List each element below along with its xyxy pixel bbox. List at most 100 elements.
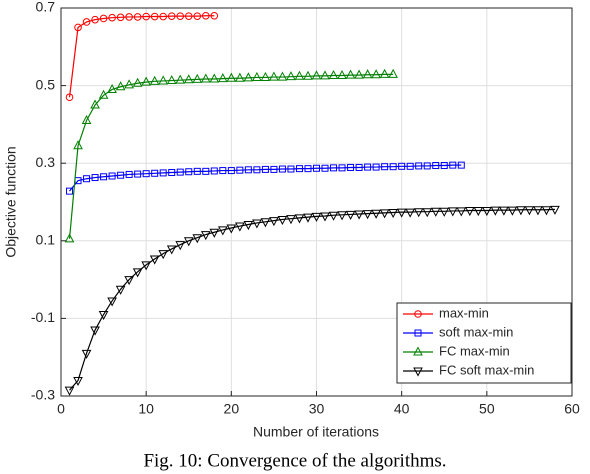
marker — [193, 167, 201, 175]
marker — [81, 114, 92, 125]
marker — [108, 172, 116, 180]
marker — [235, 72, 245, 82]
marker — [107, 83, 117, 93]
marker — [117, 171, 125, 179]
marker — [124, 79, 134, 89]
marker — [328, 69, 339, 80]
marker — [294, 214, 305, 224]
marker — [260, 218, 271, 228]
marker — [413, 367, 423, 377]
marker — [415, 162, 423, 170]
marker — [82, 18, 91, 26]
marker — [422, 208, 433, 218]
marker — [295, 165, 303, 173]
marker — [430, 207, 441, 217]
marker — [183, 74, 194, 84]
marker — [159, 169, 167, 177]
marker — [524, 206, 535, 216]
marker — [166, 245, 177, 255]
x-tick-label: 60 — [564, 401, 580, 417]
marker — [379, 209, 390, 219]
marker — [132, 77, 143, 87]
marker — [388, 208, 398, 219]
marker — [533, 206, 543, 216]
marker — [175, 74, 186, 84]
marker — [99, 14, 108, 23]
legend: max-min soft max-min FC max-min FC soft max… — [396, 302, 572, 384]
x-tick-label: 20 — [224, 401, 240, 417]
legend-label: FC max-min — [439, 343, 510, 358]
marker — [243, 221, 254, 231]
marker — [151, 169, 159, 177]
marker — [355, 163, 363, 171]
marker — [236, 166, 244, 174]
marker — [125, 170, 133, 178]
marker — [413, 346, 423, 356]
marker — [464, 207, 475, 217]
marker — [201, 11, 210, 20]
marker — [473, 207, 484, 217]
marker — [83, 175, 91, 183]
marker — [166, 74, 177, 85]
y-axis-label: Objective function — [3, 146, 19, 257]
marker — [389, 163, 397, 171]
marker — [406, 162, 414, 170]
marker — [183, 237, 194, 247]
marker — [338, 164, 346, 172]
marker — [65, 93, 74, 102]
marker — [175, 241, 186, 251]
marker — [328, 211, 339, 221]
marker — [184, 12, 193, 20]
y-tick-label: 0.7 — [36, 0, 56, 15]
marker — [364, 163, 372, 171]
marker — [516, 206, 526, 216]
marker — [200, 231, 211, 241]
legend-label: soft max-min — [439, 324, 513, 339]
marker — [278, 165, 286, 173]
marker — [354, 69, 364, 79]
marker — [320, 212, 330, 222]
marker — [107, 297, 117, 307]
marker — [311, 212, 322, 222]
marker — [202, 167, 210, 175]
marker — [81, 349, 92, 359]
marker — [286, 215, 296, 225]
marker — [227, 167, 235, 175]
marker — [116, 13, 125, 22]
x-axis-label: Number of iterations — [253, 424, 379, 440]
y-tick-label: -0.3 — [31, 387, 55, 403]
y-tick-label: -0.1 — [31, 309, 55, 325]
marker — [210, 167, 218, 175]
marker — [270, 165, 278, 173]
marker — [432, 162, 440, 170]
marker — [457, 161, 465, 169]
marker — [149, 75, 160, 85]
marker — [159, 12, 167, 21]
y-tick-label: 0.1 — [36, 232, 56, 248]
marker — [261, 165, 269, 173]
marker — [286, 71, 296, 81]
marker — [456, 207, 467, 217]
marker — [192, 73, 203, 83]
marker — [64, 386, 75, 396]
marker — [243, 72, 254, 82]
marker — [219, 167, 227, 175]
plot-area — [64, 11, 560, 396]
marker — [176, 12, 185, 20]
marker — [345, 69, 356, 79]
marker — [449, 161, 457, 169]
y-tick-label: 0.3 — [36, 154, 56, 170]
marker — [337, 211, 347, 221]
marker — [149, 255, 160, 265]
marker — [354, 210, 364, 220]
marker — [277, 71, 288, 81]
marker — [176, 168, 184, 176]
marker — [150, 12, 159, 21]
marker — [303, 213, 313, 223]
marker — [371, 69, 381, 79]
marker — [73, 376, 83, 387]
marker — [210, 11, 219, 20]
marker — [115, 81, 126, 91]
marker — [134, 170, 142, 178]
